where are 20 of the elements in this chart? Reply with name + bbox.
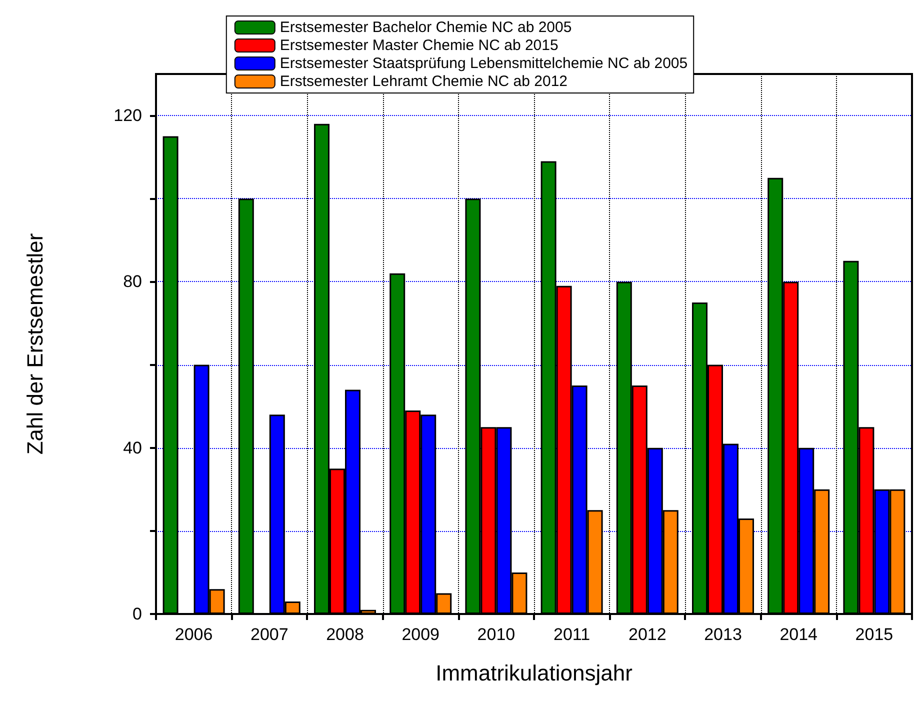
y-tick-label: 40 [123, 438, 142, 458]
legend-label: Erstsemester Staatsprüfung Lebensmittelchemie NC ab 2005 [280, 55, 688, 72]
x-tick-label: 2013 [704, 625, 742, 644]
x-tick-label: 2009 [402, 625, 440, 644]
y-tick-label: 120 [114, 106, 142, 126]
x-tick-label: 2012 [628, 625, 666, 644]
y-axis-title: Zahl der Erstsemestler [22, 233, 48, 455]
x-tick-label: 2006 [174, 625, 213, 644]
legend-label: Erstsemester Lehramt Chemie NC ab 2012 [280, 73, 568, 90]
legend-label: Erstsemester Master Chemie NC ab 2015 [280, 37, 558, 54]
x-tick-label: 2010 [477, 625, 516, 644]
x-tick-label: 2007 [250, 625, 288, 644]
x-tick-label: 2011 [554, 625, 590, 644]
y-tick-label: 0 [132, 604, 142, 624]
y-tick-label: 80 [123, 272, 142, 292]
x-tick-label: 2008 [326, 625, 364, 644]
x-tick-label: 2015 [855, 625, 894, 644]
x-tick-label: 2014 [780, 625, 818, 644]
x-axis-title: Immatrikulationsjahr [436, 660, 632, 686]
legend-label: Erstsemester Bachelor Chemie NC ab 2005 [280, 19, 572, 36]
